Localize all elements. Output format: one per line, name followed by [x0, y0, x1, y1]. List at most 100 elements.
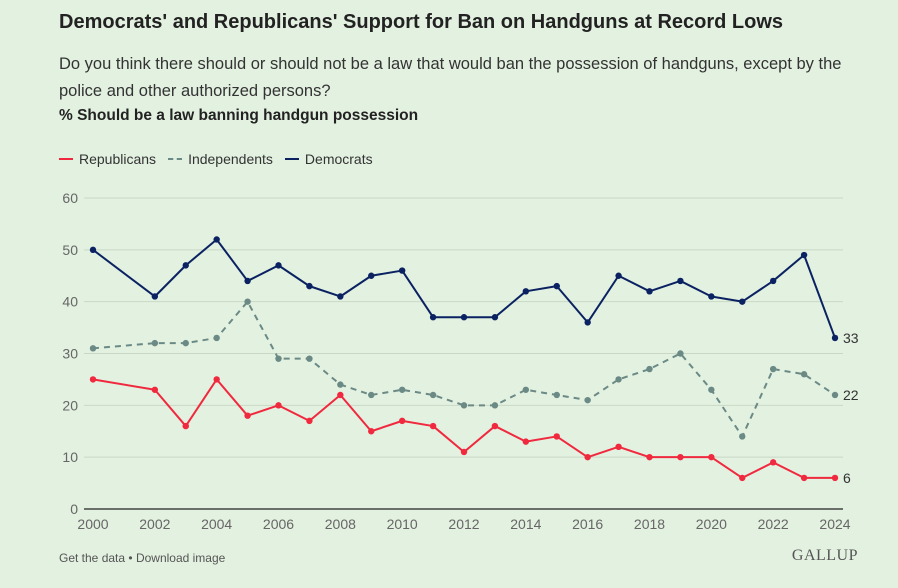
series-line-republicans [92, 378, 835, 479]
y-tick-label: 20 [62, 397, 78, 413]
data-point-republicans [615, 443, 622, 450]
data-point-republicans [553, 433, 560, 440]
data-point-independents [553, 391, 560, 399]
download-image-link[interactable]: Download image [135, 551, 226, 565]
data-point-democrats [646, 288, 653, 295]
data-point-republicans [800, 474, 808, 482]
data-point-democrats [368, 272, 375, 279]
data-point-independents [739, 433, 746, 440]
data-point-republicans [368, 428, 375, 435]
data-point-republicans [769, 459, 777, 466]
y-tick-label: 10 [62, 449, 78, 465]
data-point-democrats [244, 277, 251, 285]
data-point-republicans [398, 417, 406, 425]
data-point-republicans [429, 422, 437, 430]
data-point-democrats [491, 314, 499, 321]
footer-separator: • [128, 551, 133, 565]
data-point-republicans [306, 417, 313, 425]
data-point-independents [769, 365, 777, 373]
data-point-republicans [584, 453, 591, 461]
x-tick-label: 2020 [696, 516, 727, 532]
data-point-republicans [677, 453, 684, 461]
data-point-democrats [831, 334, 839, 342]
x-tick-label: 2022 [758, 516, 789, 532]
x-tick-label: 2008 [325, 516, 356, 532]
data-point-democrats [460, 314, 468, 321]
x-tick-label: 2024 [819, 516, 850, 532]
data-point-republicans [89, 376, 97, 383]
data-point-independents [151, 339, 159, 347]
data-point-republicans [460, 448, 468, 456]
data-point-democrats [89, 246, 97, 254]
data-point-republicans [491, 422, 499, 430]
data-point-democrats [584, 319, 591, 326]
x-tick-label: 2018 [634, 516, 665, 532]
legend-item-independents[interactable]: Independents [168, 151, 273, 167]
data-point-democrats [429, 314, 437, 321]
legend-item-democrats[interactable]: Democrats [284, 151, 373, 167]
legend-item-republicans[interactable]: Republicans [59, 151, 156, 167]
data-point-independents [213, 334, 220, 342]
data-point-democrats [275, 262, 282, 269]
x-tick-label: 2014 [510, 516, 541, 532]
data-point-democrats [306, 282, 313, 290]
x-tick-label: 2006 [263, 516, 294, 532]
data-point-democrats [522, 288, 530, 295]
legend-label: Democrats [304, 151, 373, 167]
measure-label: % Should be a law banning handgun posses… [59, 107, 419, 124]
y-tick-label: 30 [62, 346, 78, 362]
x-tick-label: 2002 [139, 516, 170, 532]
data-point-republicans [646, 453, 653, 461]
data-point-democrats [769, 277, 777, 285]
y-tick-label: 40 [62, 294, 78, 310]
data-point-democrats [800, 251, 808, 259]
data-point-democrats [739, 298, 746, 305]
data-point-independents [584, 396, 591, 404]
data-point-republicans [739, 474, 746, 482]
data-point-republicans [708, 453, 715, 461]
y-tick-label: 0 [70, 501, 78, 517]
gallup-logo: GALLUP [791, 547, 858, 564]
legend-swatch-independents [168, 158, 183, 160]
y-tick-label: 50 [62, 242, 78, 258]
chart-title: Democrats' and Republicans' Support for … [59, 11, 784, 33]
data-point-independents [429, 391, 437, 399]
series-line-democrats [92, 238, 836, 339]
data-point-democrats [151, 293, 159, 300]
data-point-independents [677, 350, 684, 357]
data-point-democrats [182, 262, 189, 269]
data-point-democrats [615, 272, 622, 279]
data-point-republicans [151, 386, 159, 393]
data-point-independents [800, 371, 808, 378]
data-point-independents [646, 365, 653, 373]
data-point-independents [306, 355, 313, 362]
data-point-democrats [213, 236, 220, 243]
data-point-republicans [275, 402, 282, 409]
x-tick-label: 2010 [387, 516, 418, 532]
series-line-independents [92, 300, 836, 438]
data-point-republicans [182, 422, 189, 430]
data-point-democrats [398, 267, 406, 274]
data-point-independents [522, 386, 530, 393]
footer: Get the data • Download image [59, 551, 225, 565]
legend-swatch-republicans [59, 158, 73, 160]
end-label-republicans: 6 [843, 470, 851, 486]
data-point-democrats [337, 293, 344, 300]
end-label-democrats: 33 [843, 330, 859, 346]
data-point-independents [831, 391, 839, 399]
legend-label: Independents [188, 151, 273, 167]
x-tick-label: 2016 [572, 516, 603, 532]
data-point-independents [368, 391, 375, 399]
x-tick-label: 2000 [77, 516, 108, 532]
data-point-independents [615, 376, 622, 383]
data-point-democrats [708, 293, 715, 300]
get-data-link[interactable]: Get the data [59, 551, 126, 565]
data-point-republicans [831, 474, 839, 482]
y-tick-label: 60 [62, 190, 78, 206]
legend-swatch-democrats [284, 158, 299, 160]
chart-subtitle: Do you think there should or should not … [59, 55, 842, 100]
data-point-democrats [553, 282, 560, 290]
data-point-independents [182, 339, 189, 347]
legend: Republicans Independents Democrats [59, 151, 373, 167]
